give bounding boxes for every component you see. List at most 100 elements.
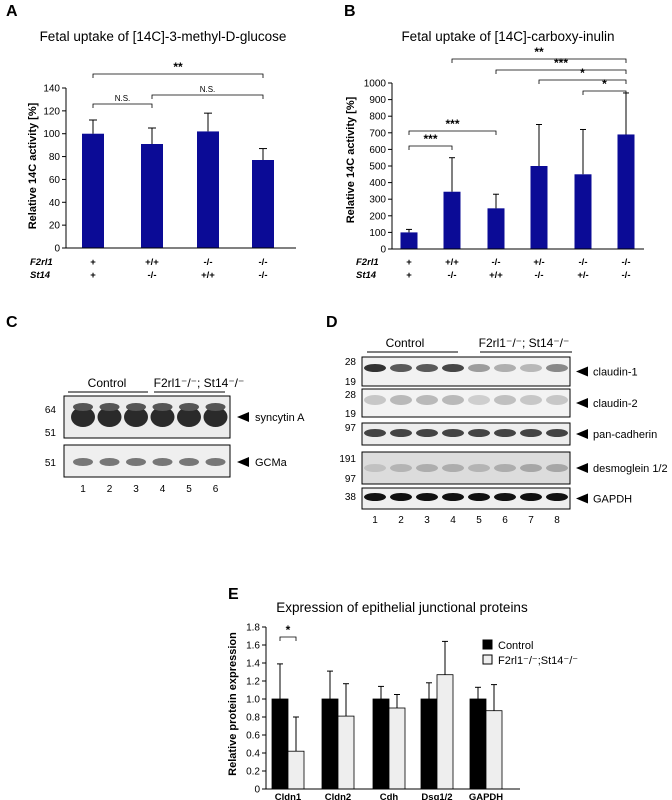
y-tick-label: 500 — [369, 162, 386, 173]
panel-e-legend: Control F2rl1⁻/⁻;St14⁻/⁻ — [482, 639, 578, 667]
molecular-weight-label: 19 — [345, 377, 357, 388]
blot-band — [390, 429, 412, 437]
blot-band — [416, 429, 438, 437]
blot-band — [494, 464, 516, 472]
molecular-weight-label: 28 — [345, 390, 357, 401]
glucose-bar — [82, 133, 104, 248]
y-tick-label: 300 — [369, 195, 386, 206]
lane-number: 7 — [528, 515, 534, 526]
genotype-cell: + — [406, 257, 412, 268]
y-tick-label: 60 — [49, 175, 61, 186]
expression-bar — [337, 715, 355, 790]
lane-number: 1 — [372, 515, 378, 526]
blot-band — [546, 464, 568, 472]
blot-strip — [361, 422, 571, 446]
y-tick-label: 0.4 — [246, 749, 260, 760]
genotype-cell: -/- — [204, 257, 213, 268]
gcma-band — [99, 458, 120, 466]
blot-band — [390, 493, 412, 501]
y-tick-label: 1.4 — [246, 659, 260, 670]
y-tick-label: 0 — [380, 245, 386, 256]
panel-e-bars — [271, 640, 503, 790]
panel-a-row1-label: F2rl1 — [30, 257, 53, 268]
blot-band — [468, 364, 490, 372]
genotype-cell: + — [90, 257, 96, 268]
molecular-weight-label: 97 — [345, 423, 357, 434]
blot-label: pan-cadherin — [593, 429, 657, 441]
syncytin-a-bands — [71, 403, 228, 427]
blot-band — [520, 429, 542, 437]
panel-b: B Fetal uptake of [14C]-carboxy-inulin R… — [344, 3, 644, 281]
glucose-bar — [197, 131, 219, 248]
genotype-cell: -/- — [148, 270, 157, 281]
significance-label: *** — [423, 132, 437, 146]
gcma-band — [73, 458, 93, 466]
y-tick-label: 1.6 — [246, 641, 260, 652]
significance-label: * — [286, 623, 291, 637]
blot-label: claudin-1 — [593, 367, 638, 379]
syncytin-band — [177, 407, 201, 427]
gcma-band — [205, 458, 226, 466]
blot-band — [494, 364, 516, 372]
blot-label: claudin-2 — [593, 398, 638, 410]
genotype-cell: +/- — [533, 257, 544, 268]
panel-e-y-ticks: 0 0.2 0.4 0.6 0.8 1.0 1.2 1.4 1.6 1.8 — [246, 623, 266, 796]
gcma-band — [126, 458, 146, 466]
glucose-bar — [141, 144, 163, 248]
genotype-cell: +/- — [577, 270, 588, 281]
lane-number: 4 — [160, 484, 166, 495]
blot-band — [364, 464, 386, 472]
panel-b-bars — [400, 92, 635, 249]
panel-c-mutant-label: F2rl1⁻/⁻; St14⁻/⁻ — [154, 376, 245, 390]
blot-band — [520, 464, 542, 472]
lane-number: 3 — [424, 515, 430, 526]
glucose-bar — [252, 160, 274, 248]
blot-band — [546, 493, 568, 501]
panel-c-label: C — [6, 314, 18, 331]
category-label: Cldn1 — [275, 792, 302, 800]
panel-a-y-ticks: 0 20 40 60 80 100 120 140 — [43, 84, 66, 255]
molecular-weight-label: 19 — [345, 409, 357, 420]
panel-d-mutant-label: F2rl1⁻/⁻; St14⁻/⁻ — [479, 336, 570, 350]
significance-label: * — [602, 77, 607, 91]
panel-b-significance: ************* — [408, 45, 627, 150]
legend-mutant-label: F2rl1⁻/⁻;St14⁻/⁻ — [498, 655, 578, 667]
y-tick-label: 600 — [369, 145, 386, 156]
expression-bar — [485, 710, 503, 790]
genotype-cell: +/+ — [489, 270, 503, 281]
expression-bar — [420, 698, 438, 790]
significance-bracket — [279, 636, 297, 641]
significance-label: N.S. — [200, 85, 216, 94]
panel-a-bars — [82, 112, 274, 248]
expression-bar — [372, 698, 390, 790]
blot-band — [546, 395, 568, 405]
significance-bracket — [408, 145, 453, 150]
blot-band — [416, 395, 438, 405]
blot-label: GAPDH — [593, 494, 632, 506]
panel-a-row2-label: St14 — [30, 270, 51, 281]
y-tick-label: 20 — [49, 221, 61, 232]
blot-band — [442, 493, 464, 501]
lane-number: 5 — [186, 484, 192, 495]
genotype-cell: -/- — [259, 257, 268, 268]
genotype-cell: -/- — [622, 270, 631, 281]
band-arrow-icon — [576, 366, 588, 377]
expression-bar — [321, 698, 339, 790]
syncytin-band — [71, 407, 95, 427]
blot-band — [442, 464, 464, 472]
inulin-bar — [574, 174, 592, 249]
panel-c-mw-51: 51 — [45, 428, 57, 439]
lane-number: 3 — [133, 484, 139, 495]
significance-label: * — [580, 66, 585, 80]
significance-label: ** — [534, 45, 544, 59]
band-arrow-icon — [576, 493, 588, 504]
category-label: Cldn2 — [325, 792, 351, 800]
blot-band — [364, 395, 386, 405]
blot-band — [494, 395, 516, 405]
inulin-bar — [530, 166, 548, 249]
panel-d-control-label: Control — [386, 336, 425, 350]
genotype-cell: -/- — [622, 257, 631, 268]
syncytin-a-label: syncytin A — [255, 412, 305, 424]
panel-e-title: Expression of epithelial junctional prot… — [276, 600, 528, 615]
syncytin-band-upper — [179, 403, 199, 411]
